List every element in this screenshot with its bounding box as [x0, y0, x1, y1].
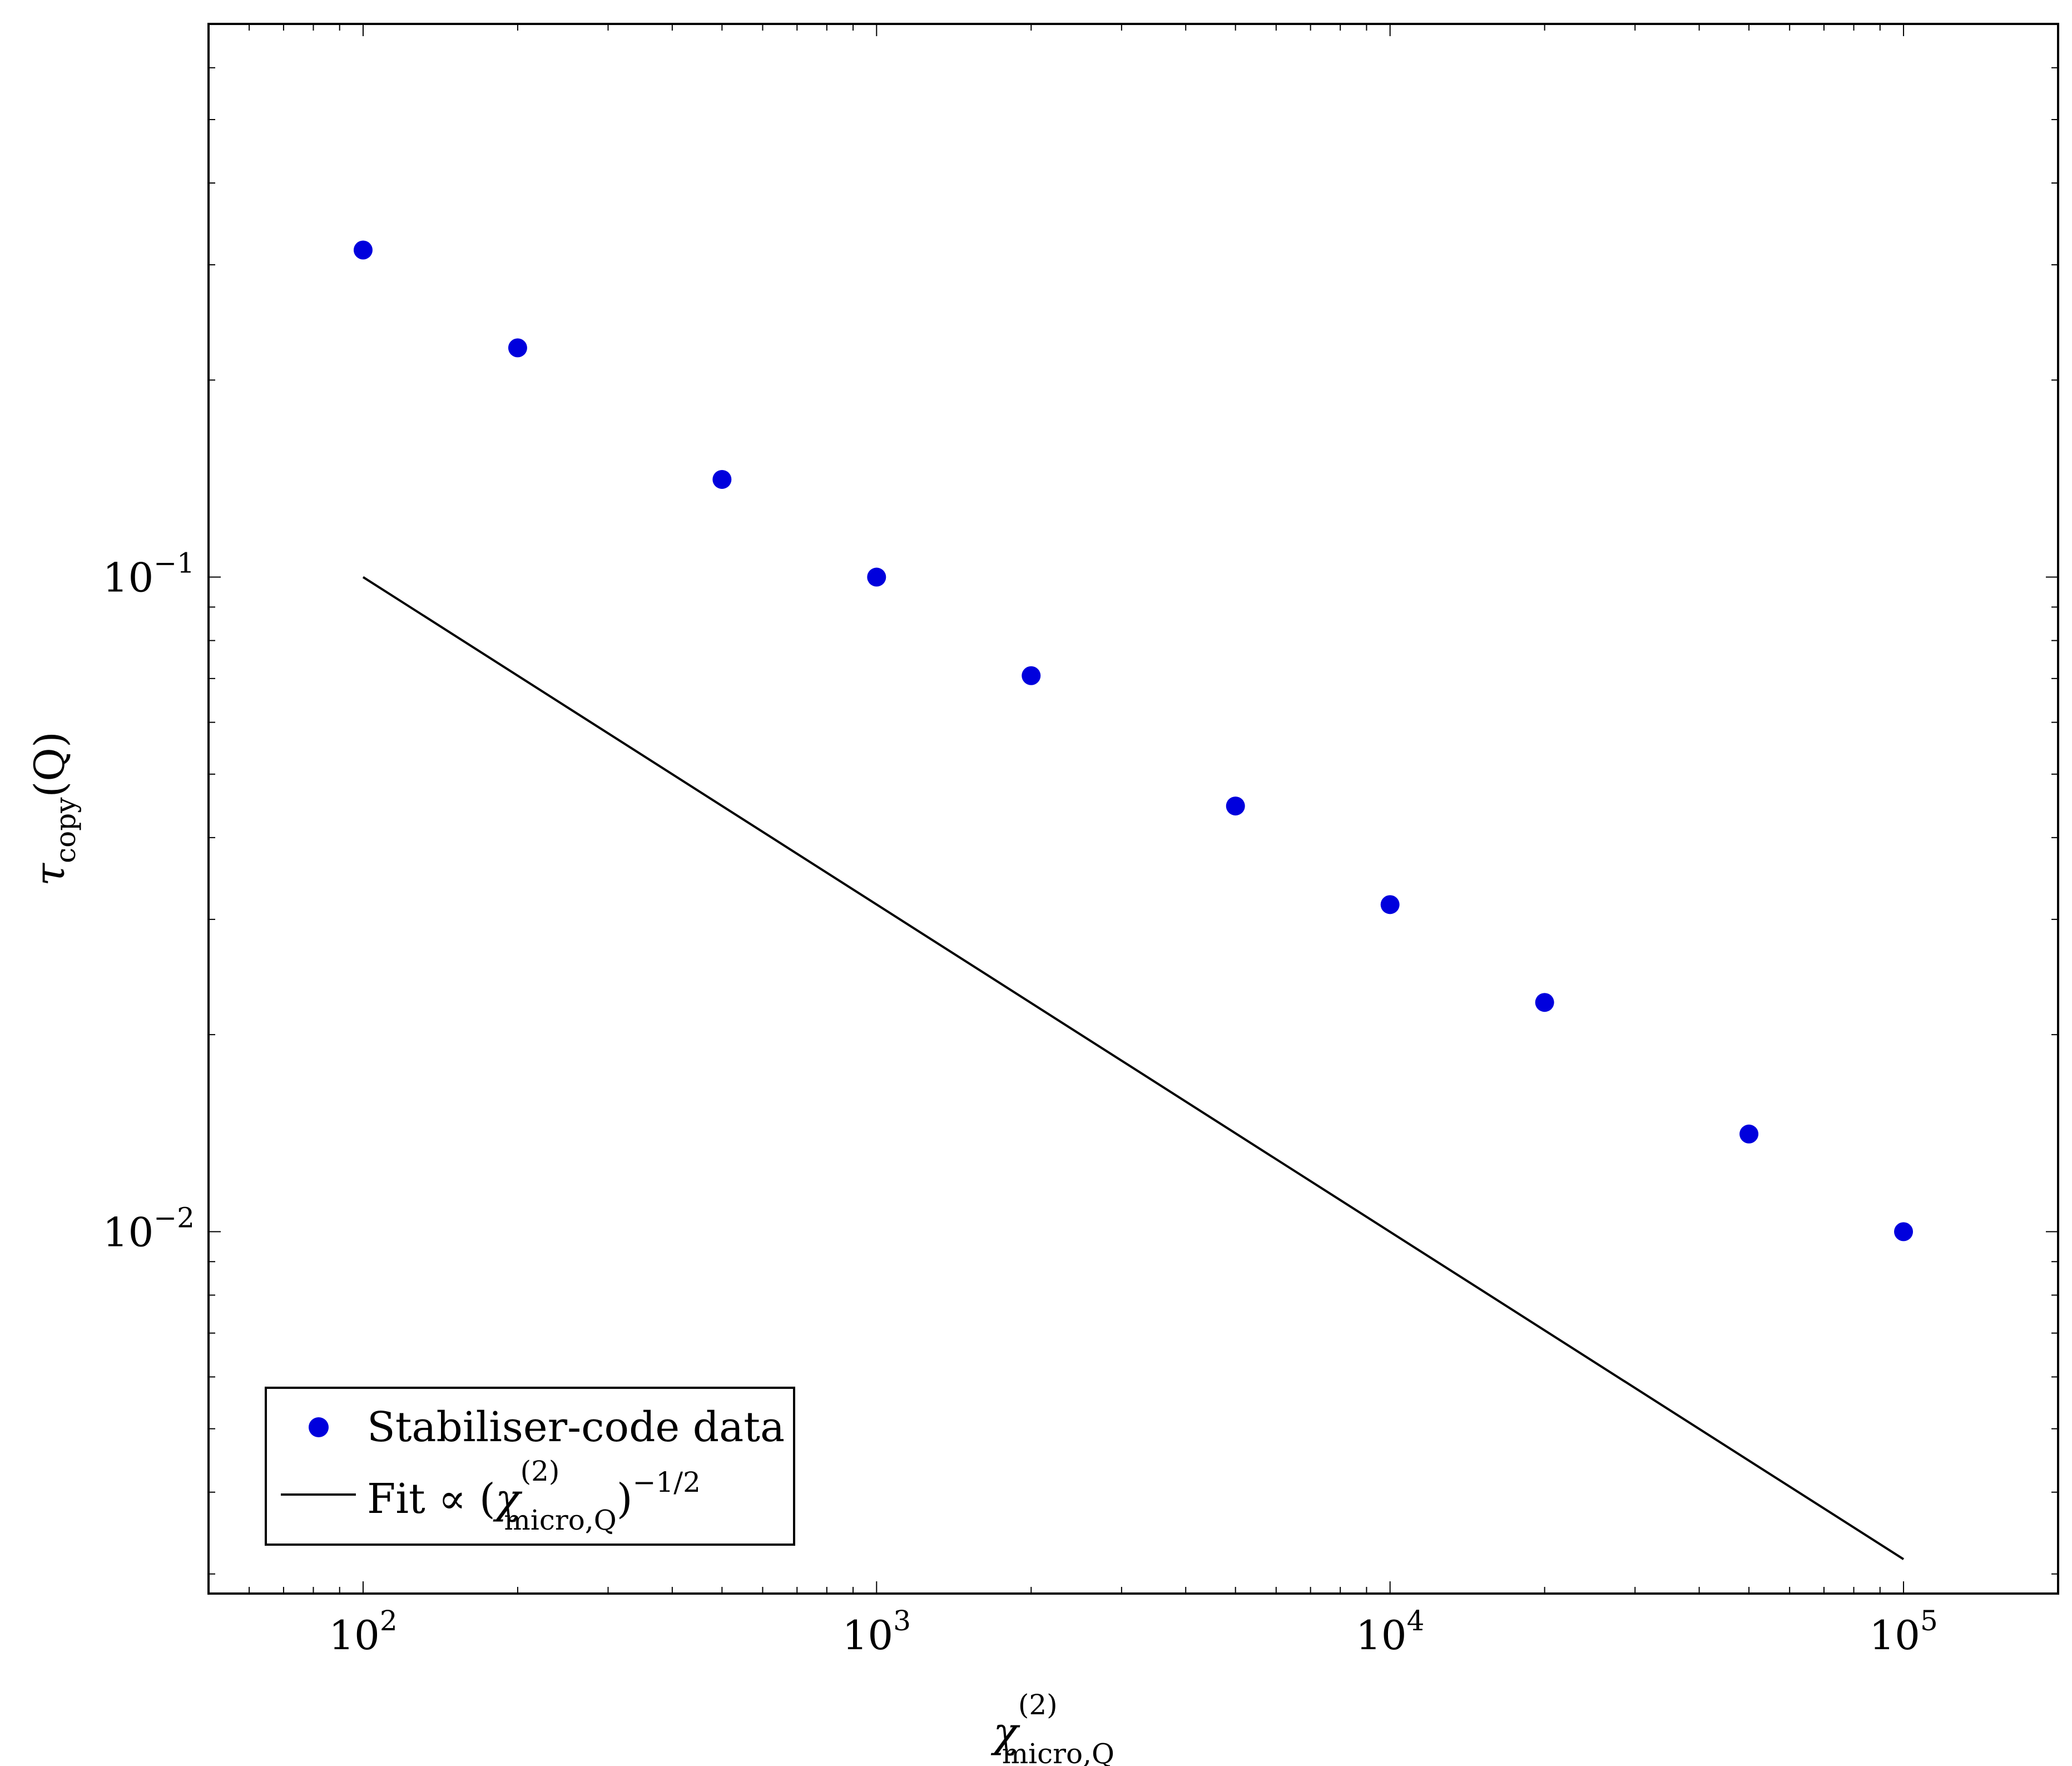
- legend-label-data: Stabiliser-code data: [367, 1403, 785, 1451]
- x-axis-label-subscript: micro,Q: [1002, 1738, 1114, 1766]
- y-minor-ticks: [209, 67, 2058, 1575]
- y-axis-label-argument: (Q): [26, 731, 74, 797]
- legend: Stabiliser-code data Fit ∝ (χ(2) micro,Q)…: [265, 1387, 795, 1546]
- x-tick-label: 103: [842, 1605, 911, 1659]
- x-tick-label-base: 10: [1869, 1612, 1920, 1659]
- fit-line: [362, 576, 1905, 1560]
- x-axis-label-superscript: (2): [1018, 1689, 1058, 1721]
- legend-fit-suffix: ): [617, 1475, 633, 1523]
- x-tick-label-exponent: 4: [1407, 1605, 1425, 1637]
- legend-fit-symbol: χ: [493, 1475, 523, 1523]
- data-point: [712, 469, 732, 489]
- y-tick-label-exponent: −1: [153, 547, 195, 580]
- x-tick-labels: 102 103 104 105: [329, 1605, 1938, 1659]
- x-tick-label-base: 10: [1356, 1612, 1407, 1659]
- data-point: [1022, 666, 1041, 685]
- legend-fit-subscript: micro,Q: [504, 1504, 616, 1536]
- y-tick-label-base: 10: [103, 555, 154, 601]
- x-minor-ticks: [208, 24, 2059, 1594]
- data-point: [1739, 1124, 1759, 1144]
- legend-fit-power: −1/2: [633, 1466, 701, 1498]
- x-axis-label-symbol: χ: [990, 1709, 1020, 1757]
- x-tick-label-base: 10: [842, 1612, 894, 1659]
- x-tick-label-exponent: 2: [380, 1605, 398, 1637]
- data-point: [1380, 895, 1400, 914]
- x-tick-label-base: 10: [329, 1612, 380, 1659]
- plot-area-frame: [207, 23, 2059, 1595]
- legend-fit-superscript: (2): [521, 1455, 560, 1487]
- data-point: [1226, 797, 1245, 816]
- x-tick-label: 105: [1869, 1605, 1937, 1659]
- legend-label-fit: Fit ∝ (χ(2) micro,Q)−1/2: [367, 1455, 701, 1536]
- y-tick-label-base: 10: [103, 1209, 154, 1255]
- y-axis-label-subscript: copy: [49, 797, 82, 863]
- legend-marker-data: [309, 1417, 329, 1437]
- y-tick-labels: 10−110−2: [103, 547, 195, 1256]
- data-point: [867, 567, 886, 587]
- data-point: [1894, 1222, 1914, 1241]
- data-point: [1535, 993, 1554, 1012]
- y-tick-label: 10−2: [103, 1201, 195, 1255]
- x-major-ticks: [362, 24, 1905, 1594]
- y-axis-label-symbol: τ: [26, 863, 74, 886]
- y-axis-label: τcopy(Q): [26, 731, 82, 886]
- y-tick-label-exponent: −2: [153, 1201, 195, 1234]
- x-tick-label-exponent: 5: [1920, 1605, 1938, 1637]
- x-axis-label: χ(2) micro,Q: [990, 1689, 1114, 1766]
- y-tick-label: 10−1: [103, 547, 195, 601]
- legend-box: [265, 1387, 795, 1546]
- data-point: [353, 240, 373, 260]
- x-tick-label: 102: [329, 1605, 397, 1659]
- x-tick-label: 104: [1356, 1605, 1424, 1659]
- y-major-ticks: [209, 576, 2058, 1233]
- series-layer: [353, 240, 1914, 1560]
- legend-fit-prefix: Fit ∝ (: [367, 1475, 495, 1523]
- data-point: [508, 338, 527, 358]
- x-tick-label-exponent: 3: [893, 1605, 911, 1637]
